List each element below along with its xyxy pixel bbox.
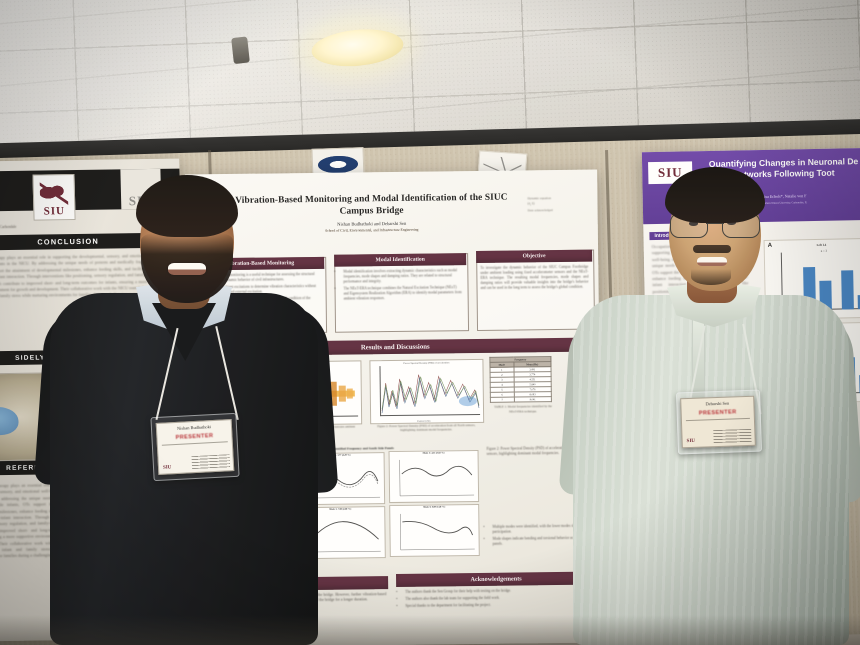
frequency-table-wrap: Frequency Mode Mean (Hz) 1 3.091 2 3.774 3… <box>489 356 556 414</box>
foreground-shadow <box>0 615 860 645</box>
table-row: 7 9.041 <box>490 396 552 403</box>
section-heading-modal: Modal Identification <box>334 253 467 267</box>
presenter-right-moustache <box>693 245 731 253</box>
presenter-left: Nishan Budhathoki PRESENTER SIU <box>33 175 339 645</box>
badge-left-org-lines <box>191 454 231 470</box>
presenter-right-eye-left <box>689 221 698 226</box>
presenter-right-shirt-placket <box>693 315 704 425</box>
figure-psd-plot: Power Spectral Density (PSD) of accelera… <box>369 358 485 425</box>
presenter-right-torso <box>573 295 849 645</box>
psd-curve-icon <box>381 374 480 414</box>
badge-left-name: Nishan Budhathoki <box>176 424 212 431</box>
presenter-right-hair <box>665 167 765 223</box>
presenter-right-shirt-stripes <box>573 295 849 645</box>
badge-right-name: Debarshi Sen <box>705 400 730 407</box>
presenter-right-chin-beard <box>691 269 731 285</box>
presenter-left-hair <box>136 175 238 237</box>
freq-table-caption: TABLE 1: Modal frequencies identified by… <box>494 404 552 414</box>
presenter-right-smile <box>697 257 727 266</box>
mode-shape-panel-6: Mode 6: 8.09 (3.40 %) <box>389 503 480 558</box>
cell-mode: 7 <box>490 397 514 403</box>
presenter-left-smile <box>168 263 206 275</box>
figure-psd-caption: Figure 2: Power Spectral Density (PSD) o… <box>377 423 476 433</box>
presenter-right: Debarshi Sen PRESENTER SIU <box>558 165 860 645</box>
mode-6-curve-icon <box>400 513 475 551</box>
modal-bullet-2: The NExT-ERA technique combines the Natu… <box>344 285 463 302</box>
sprinkler-head-icon <box>231 36 250 65</box>
badge-right-role: PRESENTER <box>698 409 737 417</box>
badge-left-logo: SIU <box>162 465 172 471</box>
section-body-modal: Modal identification involves extracting… <box>338 268 463 328</box>
badge-right-org-lines <box>713 428 752 444</box>
frequency-table: Frequency Mode Mean (Hz) 1 3.091 2 3.774 3… <box>489 356 552 404</box>
oval-logo-icon <box>317 154 359 174</box>
mode-shape-panel-3: Mode 3: 4.55 (3.02 %) <box>388 449 480 504</box>
name-badge-left[interactable]: Nishan Budhathoki PRESENTER SIU <box>155 419 235 475</box>
name-badge-right[interactable]: Debarshi Sen PRESENTER SIU <box>680 395 756 449</box>
badge-left-role: PRESENTER <box>175 433 214 441</box>
cell-freq: 9.041 <box>513 396 552 403</box>
modal-bullet-1: Modal identification involves extracting… <box>343 268 462 285</box>
mode-3-curve-icon <box>399 459 475 497</box>
psd-xlabel: Frequency (Hz) <box>417 420 431 423</box>
badge-right-logo: SIU <box>686 438 696 445</box>
